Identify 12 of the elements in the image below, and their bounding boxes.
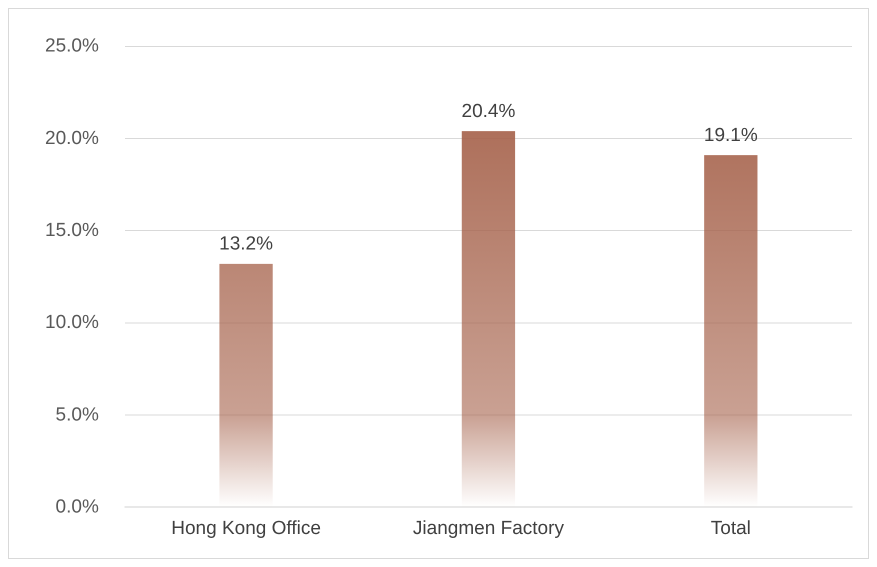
y-tick-label: 25.0%	[45, 36, 99, 57]
x-tick-label: Hong Kong Office	[171, 518, 321, 539]
y-tick-label: 20.0%	[45, 128, 99, 149]
y-tick-label: 5.0%	[56, 404, 99, 426]
x-tick-label: Total	[710, 518, 751, 539]
data-label: 20.4%	[462, 100, 516, 122]
y-tick-label: 0.0%	[56, 496, 99, 518]
y-tick-label: 10.0%	[45, 312, 99, 334]
data-label: 19.1%	[704, 124, 758, 146]
y-tick-label: 15.0%	[45, 220, 99, 241]
data-label: 13.2%	[219, 234, 274, 255]
x-tick-label: Jiangmen Factory	[412, 518, 564, 539]
